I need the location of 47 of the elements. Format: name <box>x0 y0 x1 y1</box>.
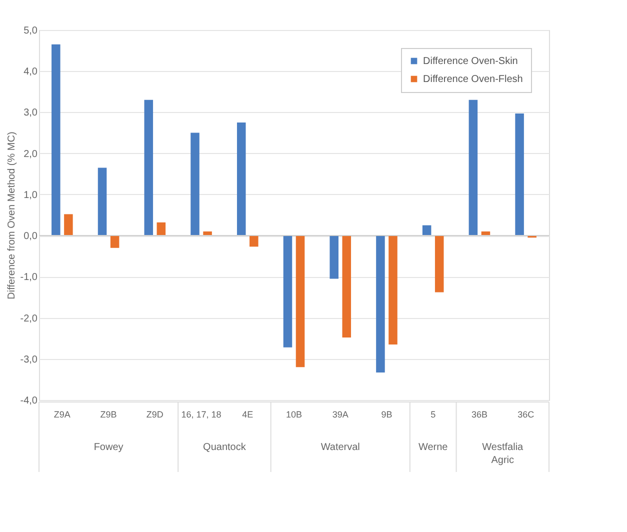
x-tick-label: 4E <box>242 410 254 420</box>
x-tick-label: Z9D <box>146 410 164 420</box>
y-tick-label: -1,0 <box>20 272 38 284</box>
x-tick-label: 16, 17, 18 <box>181 410 222 420</box>
bar <box>110 236 120 248</box>
bar <box>330 236 338 279</box>
bar <box>250 236 258 247</box>
x-tick-label: Z9A <box>54 410 70 420</box>
bar <box>156 222 166 236</box>
text: Fowey <box>94 442 124 453</box>
y-tick-label: 1,0 <box>24 190 38 201</box>
legend-label: Difference Oven-Skin <box>423 56 518 67</box>
x-tick-label: 36B <box>471 410 488 420</box>
x-tick-label: 39A <box>332 410 348 420</box>
text: Waterval <box>320 442 360 453</box>
text: Quantock <box>203 442 247 453</box>
bar <box>388 236 398 344</box>
bar <box>468 100 478 236</box>
text: Werne <box>418 442 448 453</box>
x-tick-label: 5 <box>430 410 436 420</box>
y-tick-label: 5,0 <box>24 26 38 36</box>
legend-label: Difference Oven-Flesh <box>423 74 523 85</box>
y-tick-label: 4,0 <box>24 66 38 78</box>
y-axis-title: Difference from Oven Method (% MC) <box>6 132 18 300</box>
bar <box>376 236 385 372</box>
bar <box>52 44 60 236</box>
bar <box>434 236 444 292</box>
y-tick-label: -3,0 <box>20 354 38 366</box>
y-tick-label: 3,0 <box>24 108 38 119</box>
x-tick-label: 9B <box>381 410 392 420</box>
bar <box>190 132 200 236</box>
bar <box>236 122 246 236</box>
bar <box>98 168 107 236</box>
y-tick-label: -2,0 <box>20 313 38 324</box>
bar <box>64 214 73 236</box>
y-tick-label: 2,0 <box>24 148 38 160</box>
bar <box>144 100 154 236</box>
bar <box>283 236 292 348</box>
y-tick-label: -4,0 <box>20 396 38 406</box>
x-tick-label: 10B <box>286 410 302 420</box>
bar <box>342 236 352 338</box>
text: Westfalia Agric <box>482 442 524 466</box>
x-tick-label: Z9B <box>100 410 117 420</box>
y-tick-label: 0,0 <box>24 231 38 242</box>
bar <box>296 236 305 368</box>
x-tick-label: 36C <box>518 410 535 420</box>
bar <box>515 113 524 236</box>
